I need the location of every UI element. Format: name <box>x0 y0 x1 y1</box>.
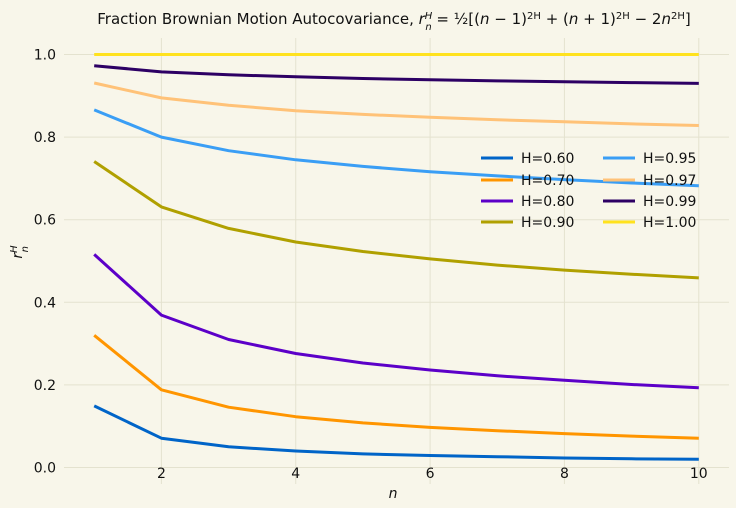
series-line-h-0-97 <box>93 81 699 127</box>
series-line-h-0-60 <box>93 404 699 461</box>
y-tick-label: 0.8 <box>34 130 56 146</box>
x-tick-label: 6 <box>426 466 435 482</box>
y-tick-label: 1.0 <box>34 48 56 64</box>
series-line-h-0-90 <box>93 160 699 280</box>
legend-label: H=0.90 <box>521 215 574 231</box>
legend-item: H=0.99 <box>603 194 696 210</box>
y-tick-label: 0.2 <box>34 378 56 394</box>
legend-item: H=0.80 <box>481 194 574 210</box>
x-axis-label: n <box>389 486 398 502</box>
legend-item: H=0.97 <box>603 173 696 189</box>
y-tick-label: 0.6 <box>34 213 56 229</box>
legend: H=0.60 H=0.70 H=0.80 H=0.90 H=0.95 H=0.97 H=0.… <box>481 151 696 231</box>
chart-title-formula: rH n <box>419 10 433 33</box>
series-line-h-0-99 <box>94 64 699 85</box>
y-axis-label: rHn <box>9 245 31 259</box>
tick-labels: 2 4 6 8 10 0.0 0.2 0.4 0.6 0.8 1.0 <box>34 48 708 482</box>
legend-item: H=0.95 <box>603 151 696 167</box>
x-tick-label: 8 <box>560 466 569 482</box>
legend-label: H=0.60 <box>521 151 574 167</box>
x-tick-label: 2 <box>157 466 166 482</box>
legend-label: H=0.99 <box>643 194 696 210</box>
series-line-h-0-80 <box>93 253 699 390</box>
legend-label: H=0.80 <box>521 194 574 210</box>
legend-item: H=1.00 <box>603 215 696 231</box>
svg-text:rHn: rHn <box>9 245 31 259</box>
series-group <box>93 53 699 461</box>
legend-item: H=0.70 <box>481 173 574 189</box>
chart-title: Fraction Brownian Motion Autocovariance,… <box>97 10 690 33</box>
grid <box>64 38 729 484</box>
x-tick-label: 10 <box>690 466 708 482</box>
legend-label: H=1.00 <box>643 215 696 231</box>
x-tick-label: 4 <box>291 466 300 482</box>
series-line-h-0-70 <box>93 334 699 440</box>
legend-item: H=0.90 <box>481 215 574 231</box>
legend-label: H=0.70 <box>521 173 574 189</box>
legend-item: H=0.60 <box>481 151 574 167</box>
legend-label: H=0.97 <box>643 173 696 189</box>
series-line-h-0-95 <box>93 108 699 188</box>
chart-title-prefix: Fraction Brownian Motion Autocovariance, <box>97 10 418 28</box>
legend-label: H=0.95 <box>643 151 696 167</box>
y-tick-label: 0.0 <box>34 460 56 476</box>
y-tick-label: 0.4 <box>34 295 56 311</box>
